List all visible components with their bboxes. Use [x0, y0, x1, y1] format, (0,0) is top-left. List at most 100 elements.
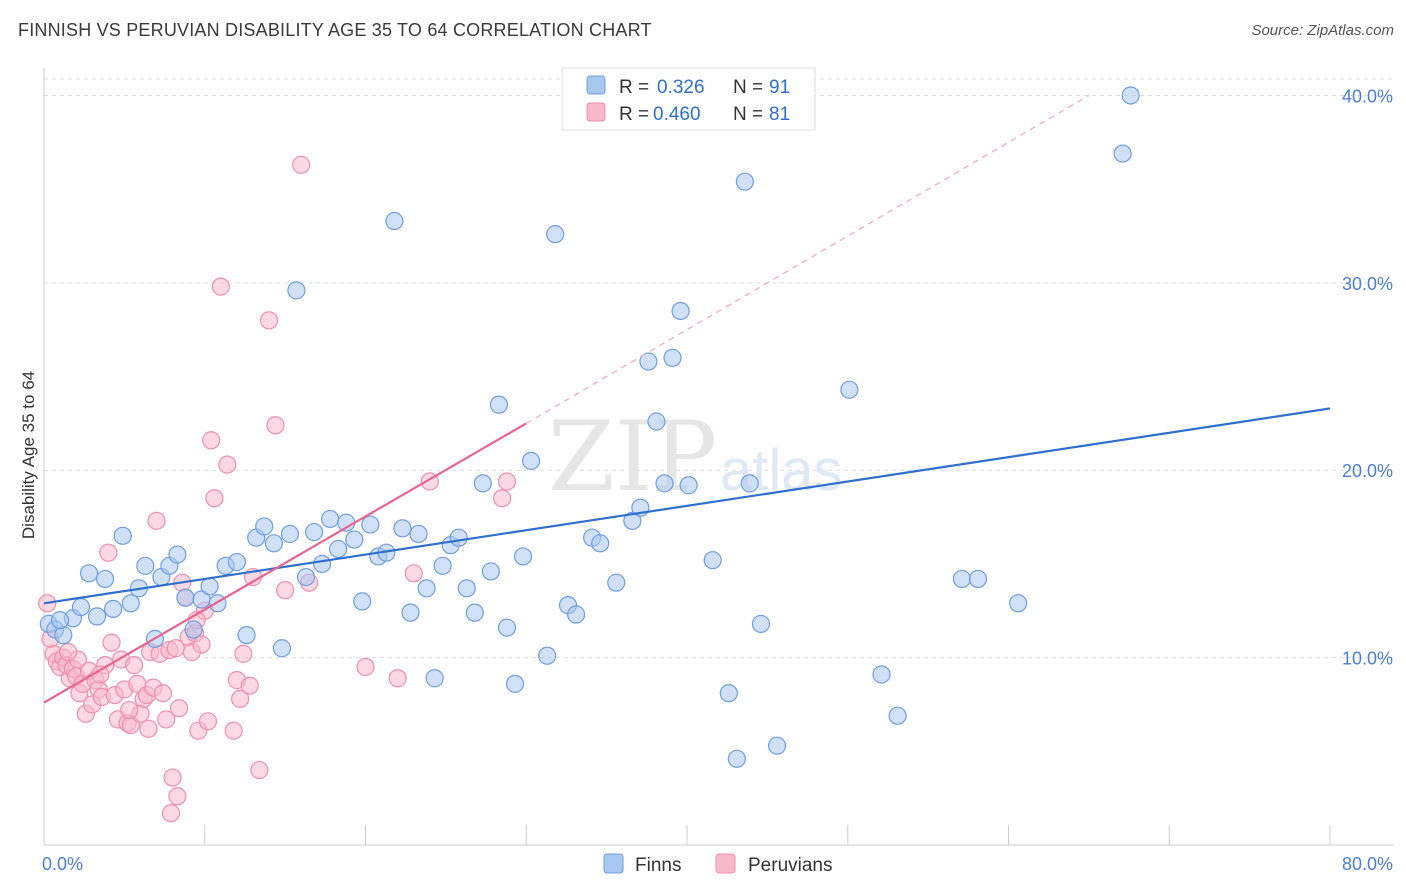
peruvians-point	[497, 472, 517, 491]
finns-point	[353, 592, 372, 611]
finns-point	[321, 509, 340, 529]
finns-point	[136, 556, 155, 575]
y-tick-label: 10.0%	[1342, 649, 1393, 669]
finns-point	[521, 451, 541, 470]
finns-point	[71, 597, 91, 617]
peruvians-point	[276, 581, 295, 600]
finns-point	[304, 522, 324, 542]
finns-point	[740, 474, 759, 493]
finns-point	[401, 603, 420, 622]
watermark-atlas: atlas	[720, 438, 843, 503]
peruvians-point	[292, 155, 311, 174]
peruvians-point	[388, 669, 407, 688]
finns-point	[663, 348, 682, 367]
finns-legend-swatch	[586, 75, 606, 95]
finns-r-label: R =	[619, 77, 649, 98]
finns-point	[54, 626, 73, 645]
finns-point	[104, 599, 123, 619]
finns-n-label: N =	[733, 77, 763, 98]
peruvians-r-value: 0.460	[653, 104, 701, 125]
finns-point	[272, 639, 292, 658]
finns-legend-label: Finns	[635, 855, 681, 876]
finns-point	[513, 547, 533, 566]
peruvians-point	[404, 564, 423, 583]
finns-point	[489, 395, 509, 414]
peruvians-point	[124, 656, 144, 675]
finns-point	[345, 530, 364, 549]
finns-point	[255, 517, 274, 536]
finns-point	[607, 573, 626, 592]
finns-point	[287, 281, 306, 300]
finns-point	[767, 736, 787, 755]
finns-point	[95, 569, 115, 589]
trend-lines	[43, 94, 1331, 704]
finns-point	[703, 551, 722, 570]
peruvians-point	[224, 721, 243, 740]
finns-point	[473, 474, 492, 493]
finns-point	[727, 749, 746, 768]
y-axis-label: Disability Age 35 to 64	[19, 371, 38, 539]
finns-point	[264, 534, 283, 553]
y-tick-label: 40.0%	[1342, 86, 1393, 106]
finns-point	[952, 569, 971, 589]
series-legend: Finns Peruvians	[603, 853, 833, 876]
peruvians-point	[99, 543, 118, 562]
finns-point	[433, 556, 452, 575]
finns-trend-line	[43, 407, 1331, 605]
finns-point	[1121, 86, 1140, 105]
finns-point	[361, 515, 380, 534]
peruvians-point	[147, 511, 166, 530]
peruvians-point	[202, 431, 221, 450]
x-tick-label-min: 0.0%	[42, 854, 83, 874]
peruvians-point	[240, 676, 259, 695]
finns-point	[113, 526, 132, 545]
finns-point	[176, 588, 195, 607]
correlation-legend: R = 0.326 N = 91 R = 0.460 N = 81	[561, 67, 816, 131]
peruvians-legend-swatch	[586, 102, 606, 122]
peruvians-point	[493, 489, 512, 508]
finns-point	[679, 476, 698, 495]
finns-point	[465, 603, 484, 622]
peruvians-point	[163, 768, 182, 787]
peruvians-point	[266, 416, 285, 435]
finns-point	[968, 569, 988, 589]
peruvians-points	[38, 155, 517, 823]
finns-point	[121, 594, 140, 613]
finns-point	[566, 605, 586, 624]
finns-point	[227, 552, 246, 572]
finns-point	[417, 579, 436, 598]
peruvians-point	[198, 712, 218, 731]
peruvians-point	[259, 311, 279, 330]
finns-point	[546, 225, 565, 244]
peruvians-legend-label: Peruvians	[748, 855, 833, 876]
finns-point	[200, 577, 219, 596]
peruvians-point	[169, 699, 189, 718]
peruvians-trend-line	[43, 422, 527, 704]
finns-point	[505, 674, 525, 693]
peruvians-point	[356, 657, 375, 677]
finns-point	[457, 579, 476, 598]
finns-point	[184, 620, 203, 639]
peruvians-point	[157, 710, 176, 729]
finns-point	[409, 524, 428, 544]
finns-point	[639, 352, 658, 371]
finns-point	[237, 626, 256, 645]
finns-point	[449, 528, 468, 547]
y-tick-label: 20.0%	[1342, 461, 1393, 481]
finns-point	[50, 611, 70, 630]
peruvians-r-label: R =	[619, 104, 649, 125]
peruvians-point	[234, 644, 253, 663]
finns-point	[481, 562, 500, 581]
peruvians-bottom-swatch	[715, 853, 736, 874]
peruvians-point	[153, 684, 173, 703]
finns-point	[719, 684, 738, 703]
finns-bottom-swatch	[603, 853, 624, 874]
finns-point	[840, 380, 859, 399]
axes: 10.0% 20.0% 30.0% 40.0%	[43, 68, 1393, 846]
finns-point	[671, 301, 690, 321]
peruvians-point	[59, 642, 78, 662]
finns-point	[312, 554, 332, 574]
x-tick-label-max: 80.0%	[1342, 854, 1393, 874]
finns-point	[393, 519, 412, 538]
